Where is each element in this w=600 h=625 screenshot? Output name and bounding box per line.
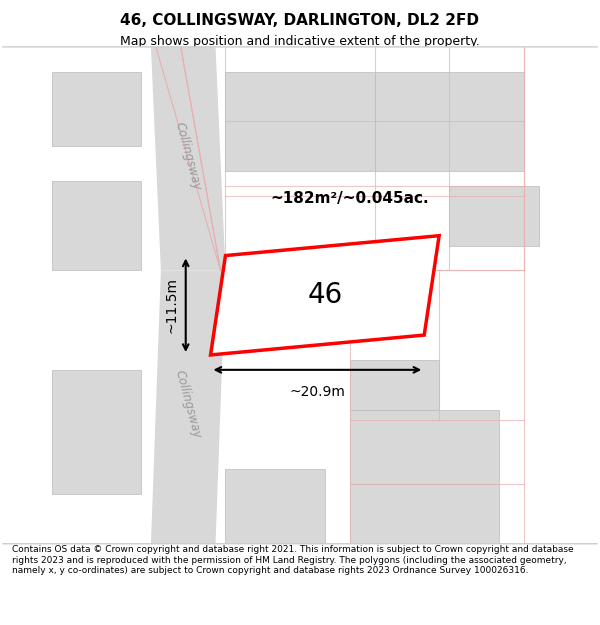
Polygon shape — [151, 271, 226, 544]
Text: 46: 46 — [307, 281, 343, 309]
Bar — [449, 186, 539, 246]
Text: Contains OS data © Crown copyright and database right 2021. This information is : Contains OS data © Crown copyright and d… — [12, 546, 574, 575]
Text: Collingsway: Collingsway — [173, 121, 203, 192]
Bar — [350, 409, 499, 484]
Polygon shape — [151, 47, 226, 271]
Text: Collingsway: Collingsway — [173, 369, 203, 440]
Bar — [350, 484, 499, 544]
Text: Map shows position and indicative extent of the property.: Map shows position and indicative extent… — [120, 35, 480, 48]
Polygon shape — [211, 236, 439, 355]
Text: ~182m²/~0.045ac.: ~182m²/~0.045ac. — [271, 191, 429, 206]
Bar — [52, 181, 141, 271]
Text: ~11.5m: ~11.5m — [164, 278, 178, 333]
Text: 46, COLLINGSWAY, DARLINGTON, DL2 2FD: 46, COLLINGSWAY, DARLINGTON, DL2 2FD — [121, 13, 479, 28]
Bar — [52, 370, 141, 494]
Bar — [52, 72, 141, 146]
Bar — [374, 72, 524, 171]
Bar — [350, 360, 439, 409]
Text: ~20.9m: ~20.9m — [289, 385, 346, 399]
Bar — [226, 72, 374, 171]
Bar — [226, 469, 325, 544]
